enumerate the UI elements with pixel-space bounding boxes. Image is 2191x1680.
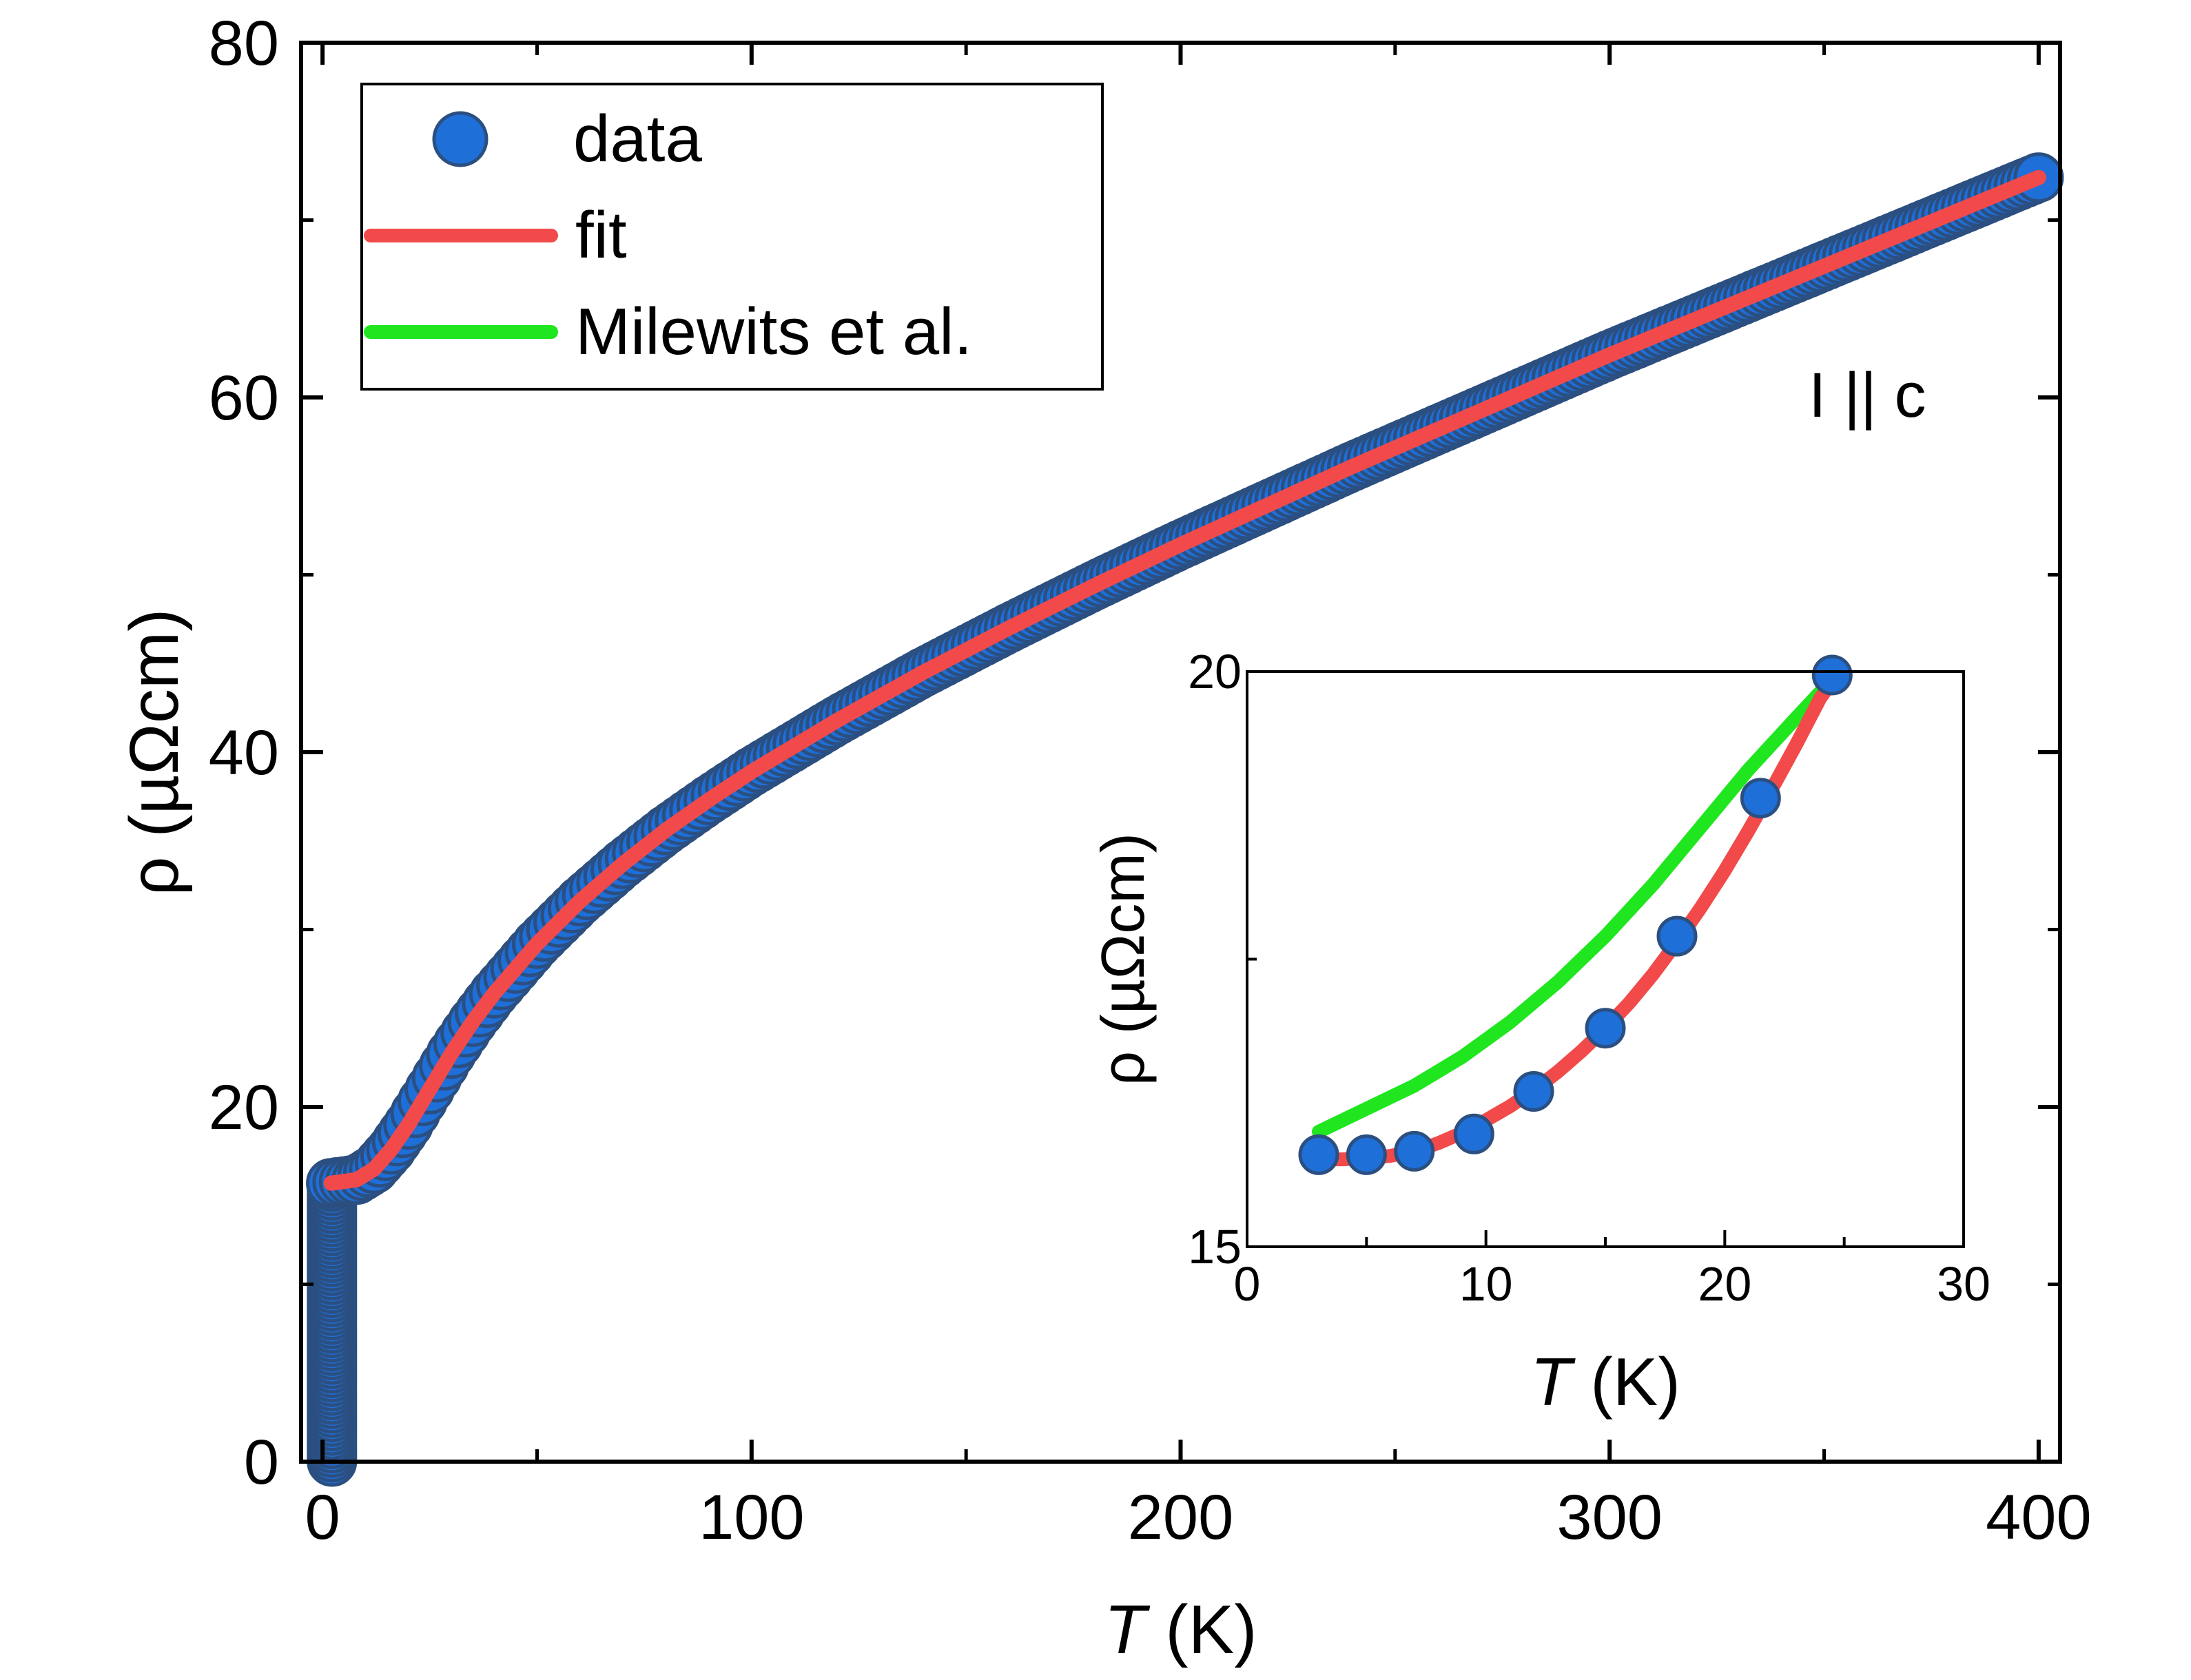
main-ticks: [301, 41, 2060, 1464]
inset-data-point: [1740, 778, 1781, 819]
inset-x-tick-label: 0: [1234, 1257, 1261, 1311]
inset-data-markers: [1298, 654, 1853, 1175]
x-tick-label: 100: [699, 1482, 805, 1553]
inset-data-point: [1346, 1134, 1387, 1175]
x-tick-label: 300: [1556, 1482, 1663, 1553]
x-tick-label: 0: [305, 1482, 340, 1553]
x-tick-label: 400: [1986, 1482, 2092, 1553]
y-tick-label: 40: [209, 718, 279, 788]
annotation-text: I || c: [1809, 360, 1926, 431]
inset-panel: 0 10 20 30 15 20 T (K) ρ (µΩcm): [1089, 645, 1991, 1420]
inset-ticks: [1246, 670, 1965, 1248]
inset-x-tick-label: 10: [1459, 1257, 1513, 1311]
x-axis-label-unit: (K): [1146, 1591, 1257, 1668]
y-tick-label: 60: [209, 363, 279, 433]
y-axis-label: ρ (µΩcm): [116, 609, 193, 896]
y-tick-label: 0: [244, 1427, 279, 1497]
inset-data-point: [1453, 1113, 1494, 1154]
y-tick-label: 80: [209, 8, 279, 79]
x-axis-label: T (K): [1104, 1591, 1257, 1668]
x-axis-label-symbol: T: [1104, 1591, 1150, 1668]
inset-x-tick-label: 30: [1937, 1257, 1991, 1311]
inset-milewits-line: [1312, 665, 1847, 1139]
inset-x-axis-label: T (K): [1530, 1344, 1680, 1420]
legend-label: fit: [575, 198, 627, 272]
inset-y-tick-label: 15: [1188, 1220, 1242, 1274]
inset-y-axis-label: ρ (µΩcm): [1089, 833, 1157, 1086]
inset-data-point: [1298, 1134, 1339, 1175]
inset-data-point: [1513, 1071, 1554, 1112]
inset-data-point: [1656, 915, 1698, 957]
inset-x-axis-label-unit: (K): [1572, 1344, 1680, 1420]
inset-data-point: [1811, 654, 1853, 696]
inset-data-point: [1394, 1130, 1435, 1172]
legend-marker-icon: [432, 111, 488, 167]
inset-data-point: [1585, 1008, 1626, 1049]
x-tick-label: 200: [1128, 1482, 1234, 1553]
inset-y-tick-label: 20: [1188, 645, 1242, 698]
legend-label: data: [573, 102, 702, 176]
legend: data fit Milewits et al.: [360, 83, 1104, 391]
inset-x-axis-label-symbol: T: [1530, 1344, 1576, 1420]
legend-label: Milewits et al.: [575, 295, 972, 369]
fit-line: [323, 169, 2046, 1191]
y-tick-label: 20: [209, 1072, 279, 1143]
inset-x-tick-label: 20: [1698, 1257, 1751, 1311]
